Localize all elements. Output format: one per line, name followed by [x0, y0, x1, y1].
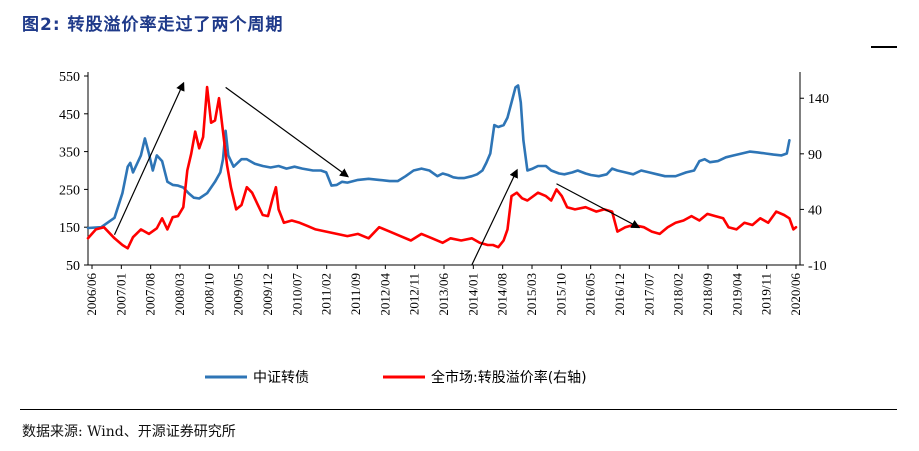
left-tick-label: 250	[59, 183, 80, 198]
series-layer	[86, 84, 798, 250]
x-tick-label: 2011/02	[319, 273, 334, 315]
series-line-zhongzheng-convertible	[86, 84, 791, 230]
legend: 中证转债 全市场:转股溢价率(右轴)	[205, 369, 587, 386]
legend-label: 中证转债	[253, 370, 309, 386]
x-tick-label: 2014/01	[465, 273, 480, 316]
x-tick-label: 2014/08	[495, 273, 510, 316]
legend-label: 全市场:转股溢价率(右轴)	[431, 369, 587, 386]
axes: 550 450 350 250 150 50 140 90 40 -10 2006/06 2007/0…	[59, 70, 829, 316]
x-tick-label: 2010/07	[289, 273, 304, 316]
x-tick-label: 2007/01	[113, 273, 128, 316]
trend-arrow	[556, 183, 641, 229]
series-line-conversion-premium	[86, 85, 798, 250]
left-tick-label: 150	[59, 221, 80, 236]
x-tick-label: 2006/06	[84, 273, 99, 316]
trend-arrow	[225, 86, 350, 178]
x-tick-label: 2019/11	[759, 273, 774, 315]
source-rule	[20, 409, 897, 410]
trend-arrow	[471, 168, 518, 266]
x-tick-label: 2013/06	[436, 273, 451, 316]
figure-title: 图2: 转股溢价率走过了两个周期	[22, 15, 284, 35]
x-tick-label: 2016/05	[583, 273, 598, 316]
x-tick-label: 2018/02	[671, 273, 686, 316]
x-tick-label: 2007/08	[143, 273, 158, 316]
x-tick-label: 2009/05	[231, 273, 246, 316]
x-tick-label: 2012/04	[377, 273, 392, 316]
x-tick-label: 2012/11	[407, 273, 422, 315]
x-tick-label: 2015/10	[553, 273, 568, 316]
x-tick-label: 2017/07	[641, 273, 656, 316]
trend-arrow	[113, 81, 185, 236]
right-tick-label: 40	[808, 203, 822, 218]
x-tick-label: 2020/06	[788, 273, 803, 316]
x-tick-label: 2008/10	[201, 273, 216, 316]
left-tick-label: 550	[59, 70, 80, 85]
x-tick-label: 2009/12	[260, 273, 275, 316]
source-note: 数据来源: Wind、开源证券研究所	[22, 424, 236, 440]
x-tick-label: 2016/12	[612, 273, 627, 316]
left-tick-label: 50	[66, 259, 80, 274]
right-tick-label: -10	[808, 259, 827, 274]
x-tick-label: 2011/09	[348, 273, 363, 315]
right-tick-label: 140	[808, 92, 829, 107]
left-tick-label: 350	[59, 146, 80, 161]
x-tick-label: 2019/04	[729, 273, 744, 316]
left-tick-label: 450	[59, 108, 80, 123]
top-rule	[871, 46, 897, 48]
right-tick-label: 90	[808, 148, 822, 163]
x-tick-label: 2008/03	[172, 273, 187, 316]
annotation-arrows	[113, 81, 641, 266]
x-tick-label: 2018/09	[700, 273, 715, 316]
x-tick-label: 2015/03	[524, 273, 539, 316]
